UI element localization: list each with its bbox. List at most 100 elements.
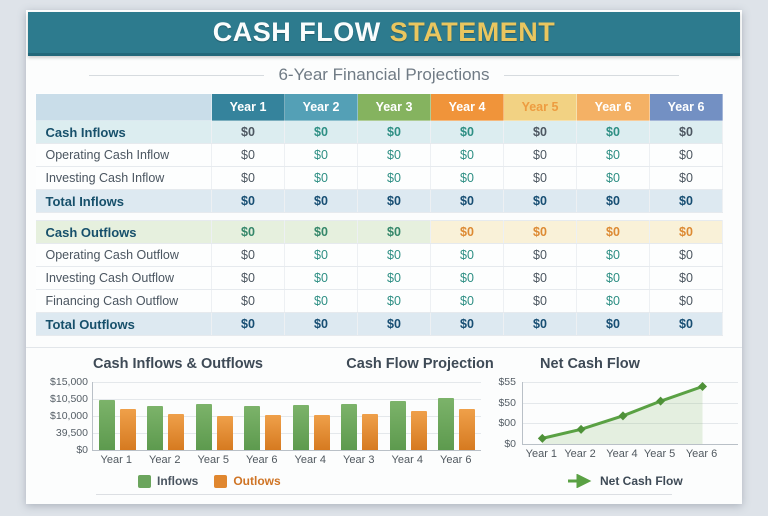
outflow-bar bbox=[459, 409, 476, 450]
outflow-bar bbox=[216, 415, 233, 450]
bar-group bbox=[244, 382, 282, 450]
gridline bbox=[93, 399, 481, 400]
value-cell: $0 bbox=[430, 120, 504, 144]
value-cell: $0 bbox=[649, 143, 723, 167]
legend-swatch-icon bbox=[214, 474, 228, 488]
value-cell: $0 bbox=[649, 243, 723, 267]
bar-chart-x-axis: Year 1 Year 2 Year 5 Year 6 Year 4 Year 3 Year… bbox=[92, 454, 480, 466]
value-cell: $0 bbox=[503, 312, 577, 336]
value-cell: $0 bbox=[576, 120, 650, 144]
value-cell: $0 bbox=[649, 266, 723, 290]
value-cell: $0 bbox=[357, 166, 431, 190]
row-label: Financing Cash Outflow bbox=[35, 289, 212, 313]
gridline bbox=[523, 403, 738, 404]
table-row: Cash Outflows $0 $0 $0 $0 $0 $0 $0 bbox=[35, 220, 723, 244]
inflow-bar bbox=[98, 400, 115, 450]
outflow-bar bbox=[119, 409, 136, 450]
bar-y-tick-label: 39,500 bbox=[55, 427, 88, 439]
value-cell: $0 bbox=[430, 312, 504, 336]
column-header-year-3: Year 3 bbox=[357, 93, 431, 121]
subtitle-rule-right bbox=[503, 74, 679, 76]
bar-chart-legend: Inflows Outlows bbox=[138, 474, 281, 488]
bar-y-tick-label: $10,000 bbox=[50, 410, 88, 422]
bar-group bbox=[438, 382, 476, 450]
value-cell: $0 bbox=[576, 312, 650, 336]
row-label: Total Outflows bbox=[35, 312, 212, 336]
title-banner: CASH FLOW STATEMENT bbox=[28, 12, 740, 56]
page-subtitle: 6-Year Financial Projections bbox=[278, 65, 490, 84]
value-cell: $0 bbox=[576, 143, 650, 167]
column-header-year-2: Year 2 bbox=[284, 93, 358, 121]
value-cell: $0 bbox=[211, 120, 285, 144]
value-cell: $0 bbox=[357, 243, 431, 267]
bar-group bbox=[98, 382, 136, 450]
bar-group bbox=[195, 382, 233, 450]
value-cell: $0 bbox=[649, 189, 723, 213]
bar-y-tick-label: $0 bbox=[76, 444, 88, 456]
value-cell: $0 bbox=[649, 312, 723, 336]
value-cell: $0 bbox=[503, 166, 577, 190]
line-y-tick-label: $00 bbox=[498, 417, 516, 430]
value-cell: $0 bbox=[284, 243, 358, 267]
inflow-bar bbox=[389, 401, 406, 450]
gridline bbox=[523, 423, 738, 424]
line-x-tick-label: Year 6 bbox=[685, 448, 718, 460]
value-cell: $0 bbox=[357, 220, 431, 244]
value-cell: $0 bbox=[576, 220, 650, 244]
cash-flow-table: Year 1 Year 2 Year 3 Year 4 Year 5 Year 6 Year… bbox=[35, 93, 723, 336]
value-cell: $0 bbox=[503, 189, 577, 213]
line-x-tick-label: Year 1 bbox=[525, 448, 558, 460]
value-cell: $0 bbox=[430, 243, 504, 267]
table-row: Total Outflows $0 $0 $0 $0 $0 $0 $0 bbox=[35, 312, 723, 336]
bar-group bbox=[389, 382, 427, 450]
column-header-year-5: Year 5 bbox=[503, 93, 577, 121]
outflow-bar bbox=[410, 410, 427, 450]
gridline bbox=[93, 433, 481, 434]
table-row bbox=[36, 213, 723, 221]
value-cell: $0 bbox=[576, 189, 650, 213]
value-cell: $0 bbox=[284, 266, 358, 290]
inflow-bar bbox=[438, 398, 455, 450]
table-row: Cash Inflows $0 $0 $0 $0 $0 $0 $0 bbox=[35, 120, 723, 144]
value-cell: $0 bbox=[357, 266, 431, 290]
legend-item: Inflows bbox=[138, 474, 198, 488]
bar-x-tick-label: Year 3 bbox=[343, 454, 375, 466]
outflow-bar bbox=[265, 415, 282, 450]
gridline bbox=[93, 416, 481, 417]
line-chart-legend: Net Cash Flow bbox=[566, 474, 683, 488]
bar-groups bbox=[93, 382, 481, 450]
value-cell: $0 bbox=[503, 243, 577, 267]
line-chart-title: Net Cash Flow bbox=[540, 356, 640, 372]
value-cell: $0 bbox=[503, 220, 577, 244]
row-label: Total Inflows bbox=[35, 189, 212, 213]
value-cell: $0 bbox=[503, 289, 577, 313]
value-cell: $0 bbox=[576, 289, 650, 313]
line-y-tick-label: $0 bbox=[504, 438, 516, 450]
bar-x-tick-label: Year 2 bbox=[149, 454, 181, 466]
bar-x-tick-label: Year 1 bbox=[100, 454, 132, 466]
value-cell: $0 bbox=[649, 289, 723, 313]
row-label: Operating Cash Inflow bbox=[35, 143, 212, 167]
bar-chart-title: Cash Inflows & Outflows bbox=[93, 356, 263, 372]
value-cell: $0 bbox=[357, 189, 431, 213]
subtitle-rule-left bbox=[89, 74, 265, 76]
value-cell: $0 bbox=[284, 166, 358, 190]
value-cell: $0 bbox=[211, 243, 285, 267]
bar-group bbox=[147, 382, 185, 450]
value-cell: $0 bbox=[430, 189, 504, 213]
gridline bbox=[523, 382, 738, 383]
value-cell: $0 bbox=[211, 220, 285, 244]
table-row: Operating Cash Inflow $0 $0 $0 $0 $0 $0 $0 bbox=[35, 143, 723, 167]
value-cell: $0 bbox=[576, 266, 650, 290]
value-cell: $0 bbox=[649, 166, 723, 190]
row-label: Investing Cash Inflow bbox=[35, 166, 212, 190]
legend-label: Outlows bbox=[233, 474, 281, 488]
outflow-bar bbox=[168, 414, 185, 450]
bar-y-tick-label: $15,000 bbox=[50, 376, 88, 388]
value-cell: $0 bbox=[357, 143, 431, 167]
bar-x-tick-label: Year 6 bbox=[440, 454, 472, 466]
line-x-tick-label: Year 2 bbox=[564, 448, 596, 460]
bar-chart-plot bbox=[92, 382, 481, 451]
legend-item: Outlows bbox=[214, 474, 281, 488]
table-header-row: Year 1 Year 2 Year 3 Year 4 Year 5 Year 6 Year… bbox=[35, 93, 723, 121]
